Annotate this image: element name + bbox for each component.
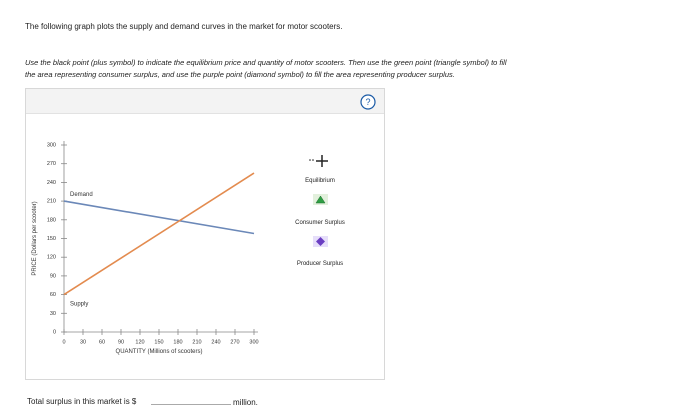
total-prompt: Total surplus in this market is $ [27, 397, 137, 406]
series-label: Supply [70, 302, 88, 308]
x-tick-label: 150 [154, 339, 163, 345]
graph-panel [25, 88, 385, 380]
help-icon[interactable] [360, 94, 376, 110]
x-tick-label: 300 [249, 339, 258, 345]
y-tick-label: 120 [47, 255, 56, 261]
x-tick-label: 180 [173, 339, 182, 345]
x-tick-label: 60 [99, 339, 105, 345]
equilibrium-tool[interactable] [309, 155, 328, 167]
instructions: Use the black point (plus symbol) to ind… [25, 58, 507, 67]
legend-label: Consumer Surplus [295, 220, 345, 226]
y-tick-label: 150 [47, 236, 56, 242]
y-tick-label: 210 [47, 199, 56, 205]
legend-label: Equilibrium [305, 178, 335, 184]
panel-header [26, 89, 384, 114]
consumer-surplus-tool[interactable] [313, 194, 328, 205]
intro-text: The following graph plots the supply and… [25, 22, 343, 31]
y-tick-label: 240 [47, 180, 56, 186]
x-tick-label: 90 [118, 339, 124, 345]
series-label: Demand [70, 192, 93, 198]
help-label[interactable]: ? [365, 97, 370, 107]
x-tick-label: 210 [192, 339, 201, 345]
legend-label: Producer Surplus [297, 261, 343, 267]
x-tick-label: 270 [230, 339, 239, 345]
y-tick-label: 90 [50, 273, 56, 279]
producer-surplus-tool[interactable] [313, 236, 328, 247]
series-line [63, 172, 255, 296]
answer-input[interactable] [151, 404, 231, 405]
y-tick-label: 60 [50, 292, 56, 298]
x-tick-label: 120 [135, 339, 144, 345]
y-tick-label: 300 [47, 142, 56, 148]
x-axis-label: QUANTITY (Millions of scooters) [116, 349, 203, 355]
y-axis-label: PRICE (Dollars per scooter) [32, 201, 38, 275]
x-tick-label: 0 [62, 339, 65, 345]
y-tick-label: 270 [47, 161, 56, 167]
x-tick-label: 240 [211, 339, 220, 345]
x-tick-label: 30 [80, 339, 86, 345]
y-tick-label: 30 [50, 311, 56, 317]
y-tick-label: 0 [53, 329, 56, 335]
unit-label: million. [233, 398, 258, 407]
instructions: the area representing consumer surplus, … [25, 70, 455, 79]
series-line [63, 200, 255, 235]
y-tick-label: 180 [47, 217, 56, 223]
